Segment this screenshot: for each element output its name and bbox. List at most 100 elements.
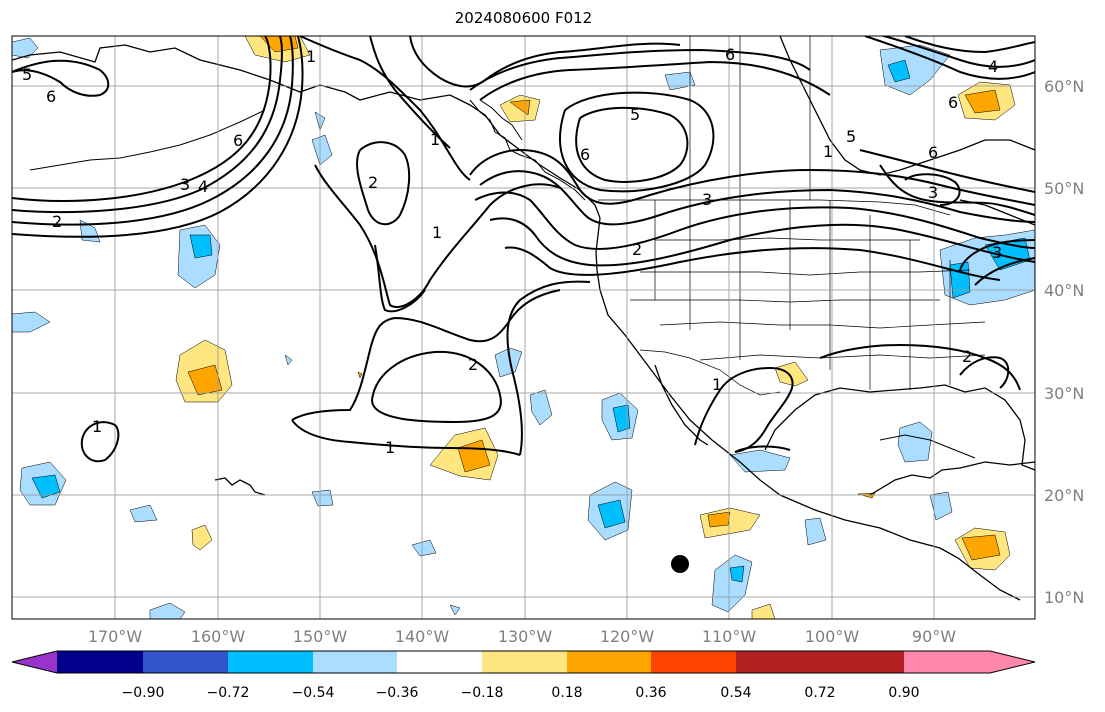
pos-core: [707, 511, 731, 528]
contour-labels: 5 6 6 4 3 2 1 2 1 1 2 1 1 5 6 6 5 6 3 2 …: [22, 45, 1002, 457]
alaska-coast: [12, 44, 601, 219]
neg-blob: [12, 311, 51, 333]
contour-line: [694, 366, 794, 453]
neg-blob: [149, 602, 186, 619]
contour-label: 4: [988, 57, 998, 76]
colorbar-bin: [651, 651, 736, 673]
contour-line: [12, 36, 294, 226]
lon-label: 120°W: [600, 627, 655, 646]
contour-line: [356, 141, 411, 226]
contour-line: [489, 217, 1035, 267]
contour-label: 2: [52, 212, 62, 231]
contour-line: [479, 170, 1035, 226]
pos-core: [964, 89, 1001, 114]
neg-blob: [449, 604, 461, 616]
neg-blob: [804, 517, 827, 546]
contour-label: 4: [198, 177, 208, 196]
neg-blob: [311, 134, 333, 166]
contour-label: 6: [948, 93, 958, 112]
colorbar-bin: [567, 651, 651, 673]
contour-line: [314, 164, 561, 308]
neg-core: [189, 234, 213, 259]
contour-line: [734, 445, 791, 453]
contour-label: 1: [432, 223, 442, 242]
colorbar-tick: 0.54: [720, 685, 751, 701]
colorbar-tick: −0.54: [292, 685, 335, 701]
colorbar-tick: −0.18: [461, 685, 504, 701]
gulf-coast: [764, 384, 1035, 471]
lat-label: 20°N: [1044, 486, 1084, 505]
colorbar-tick: 0.36: [635, 685, 666, 701]
lon-label: 170°W: [88, 627, 143, 646]
colorbar-bin: [736, 651, 820, 673]
contour-label: 2: [368, 173, 378, 192]
contour-label: 1: [306, 47, 316, 66]
lat-label: 10°N: [1044, 588, 1084, 607]
lon-label: 100°W: [805, 627, 860, 646]
contour-line: [474, 191, 1035, 251]
contour-label: 6: [580, 145, 590, 164]
neg-core: [887, 59, 911, 83]
colorbar-bin: [482, 651, 567, 673]
neg-blob: [411, 539, 437, 557]
pos-blob: [357, 371, 363, 379]
contour-line: [974, 257, 1035, 286]
contour-line: [469, 48, 811, 91]
contour-line: [371, 350, 502, 424]
contour-line: [506, 280, 591, 456]
contour-label: 1: [385, 438, 395, 457]
contour-label: 2: [962, 347, 972, 366]
longitude-labels: 170°W 160°W 150°W 140°W 130°W 120°W 110°…: [88, 627, 956, 646]
contour-label: 5: [22, 65, 32, 84]
colorbar-bin: [228, 651, 313, 673]
bc-fjords: [469, 99, 586, 201]
neg-blob: [897, 421, 933, 463]
neg-core: [612, 404, 631, 433]
colorbar-tick: −0.72: [207, 685, 250, 701]
pos-core: [187, 364, 223, 396]
lon-label: 150°W: [293, 627, 348, 646]
contour-line: [369, 36, 451, 149]
neg-core: [597, 499, 626, 529]
colorbar-ticks: −0.90 −0.72 −0.54 −0.36 −0.18 0.18 0.36 …: [122, 685, 920, 701]
contour-line: [879, 164, 1035, 216]
contour-line: [12, 59, 110, 97]
us-mexico-border: [639, 349, 781, 396]
contour-label: 2: [468, 355, 478, 374]
contour-label: 5: [846, 127, 856, 146]
contour-label: 6: [928, 143, 938, 162]
pos-core: [259, 36, 299, 53]
contour-label: 6: [233, 131, 243, 150]
pos-blob: [774, 361, 809, 387]
contour-label: 6: [725, 45, 735, 64]
contour-line: [879, 36, 1035, 68]
hudson-region: [779, 36, 1035, 176]
contour-line: [299, 36, 471, 181]
states-h1: [655, 237, 920, 241]
colorbar-tick: −0.36: [376, 685, 419, 701]
contour-line: [859, 149, 1035, 193]
baja: [654, 364, 709, 446]
contour-line: [12, 36, 283, 214]
contours: [12, 36, 1035, 463]
contour-line: [409, 36, 681, 88]
hawaii: [214, 477, 266, 496]
lon-label: 130°W: [498, 627, 553, 646]
colorbar-tick: 0.72: [804, 685, 835, 701]
contour-label: 2: [632, 240, 642, 259]
lon-label: 90°W: [912, 627, 956, 646]
pos-core: [961, 534, 1001, 561]
west-coast: [595, 217, 1021, 601]
contour-label: 3: [928, 183, 938, 202]
contour-label: 3: [180, 175, 190, 194]
contour-line: [904, 173, 961, 206]
pos-blob: [751, 603, 776, 619]
colorbar-extend-high: [904, 651, 1035, 673]
contour-line: [559, 91, 715, 193]
contour-line: [864, 36, 1035, 80]
contour-line: [575, 106, 689, 183]
contour-line: [959, 239, 1035, 271]
contour-label: 6: [46, 87, 56, 106]
contour-line: [819, 343, 1021, 391]
